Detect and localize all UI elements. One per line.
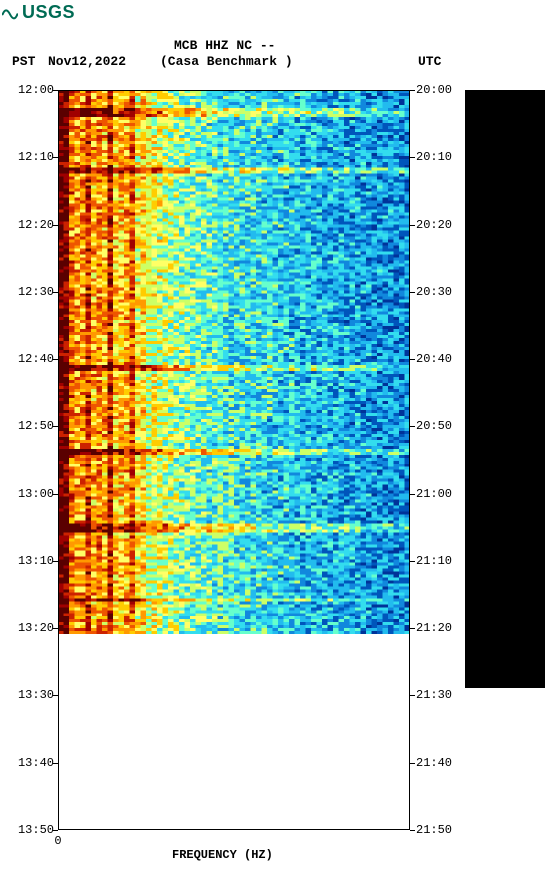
ytick-mark [410,225,415,226]
ytick-mark [53,628,58,629]
ytick-left: 12:50 [12,419,54,433]
ytick-right: 21:00 [416,487,452,501]
station-name: (Casa Benchmark ) [160,54,293,69]
xtick: 0 [54,834,61,848]
ytick-right: 21:40 [416,756,452,770]
ytick-left: 12:10 [12,150,54,164]
ytick-mark [410,628,415,629]
ytick-left: 12:30 [12,285,54,299]
ytick-mark [53,695,58,696]
usgs-logo: USGS [2,2,75,23]
tz-left-label: PST [12,54,35,69]
ytick-right: 20:10 [416,150,452,164]
ytick-mark [410,157,415,158]
ytick-left: 13:00 [12,487,54,501]
ytick-right: 21:20 [416,621,452,635]
ytick-mark [53,763,58,764]
axis-frame [58,90,410,830]
ytick-right: 21:10 [416,554,452,568]
spectrogram-chart [58,90,410,830]
ytick-mark [53,561,58,562]
ytick-mark [410,830,415,831]
ytick-mark [410,90,415,91]
tz-right-label: UTC [418,54,441,69]
ytick-right: 20:40 [416,352,452,366]
ytick-right: 20:00 [416,83,452,97]
ytick-right: 21:30 [416,688,452,702]
ytick-mark [53,157,58,158]
ytick-left: 13:20 [12,621,54,635]
ytick-left: 13:30 [12,688,54,702]
x-axis-label: FREQUENCY (HZ) [172,848,273,862]
ytick-mark [410,494,415,495]
ytick-left: 12:20 [12,218,54,232]
ytick-mark [410,292,415,293]
ytick-mark [53,90,58,91]
date-label: Nov12,2022 [48,54,126,69]
ytick-right: 20:20 [416,218,452,232]
ytick-mark [53,225,58,226]
ytick-mark [410,359,415,360]
ytick-mark [410,695,415,696]
ytick-mark [53,292,58,293]
ytick-mark [410,763,415,764]
logo-text: USGS [22,2,75,23]
ytick-left: 13:10 [12,554,54,568]
station-code: MCB HHZ NC -- [174,38,275,53]
ytick-mark [53,830,58,831]
ytick-right: 21:50 [416,823,452,837]
ytick-mark [53,359,58,360]
amplitude-panel [465,90,545,688]
wave-icon [2,5,18,21]
ytick-right: 20:50 [416,419,452,433]
ytick-mark [53,426,58,427]
ytick-mark [410,426,415,427]
ytick-left: 13:40 [12,756,54,770]
ytick-right: 20:30 [416,285,452,299]
ytick-left: 12:40 [12,352,54,366]
ytick-mark [53,494,58,495]
ytick-mark [410,561,415,562]
ytick-left: 12:00 [12,83,54,97]
ytick-left: 13:50 [12,823,54,837]
